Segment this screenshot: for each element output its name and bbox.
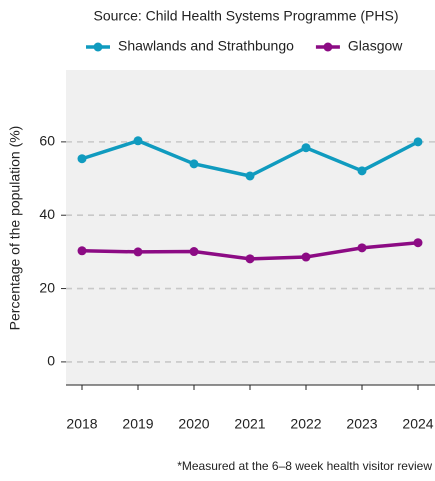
point [189,247,199,257]
point [413,137,423,147]
point [357,243,367,253]
y-axis-label: Percentage of the population (%) [7,126,23,331]
x-tick-label: 2019 [122,416,153,432]
y-tick-label: 60 [39,133,55,149]
point [245,254,255,264]
point [245,171,255,181]
x-tick-label: 2018 [66,416,97,432]
legend-label: Shawlands and Strathbungo [118,38,294,54]
point [189,159,199,169]
x-tick-label: 2024 [402,416,433,432]
y-tick-label: 20 [39,279,55,295]
point [357,166,367,176]
point [301,143,311,153]
point [77,246,87,256]
legend-label: Glasgow [348,38,403,54]
y-tick-label: 40 [39,206,55,222]
point [301,252,311,262]
chart-title: Source: Child Health Systems Programme (… [94,8,399,24]
caption: *Measured at the 6–8 week health visitor… [177,459,432,473]
legend-dot [323,42,333,52]
x-tick-label: 2023 [346,416,377,432]
x-tick-label: 2022 [290,416,321,432]
point [77,154,87,164]
point [133,136,143,146]
x-tick-label: 2021 [234,416,265,432]
point [133,247,143,257]
y-tick-label: 0 [47,353,55,369]
plot-background [66,70,435,385]
point [413,238,423,248]
x-tick-label: 2020 [178,416,209,432]
legend-dot [93,42,103,52]
